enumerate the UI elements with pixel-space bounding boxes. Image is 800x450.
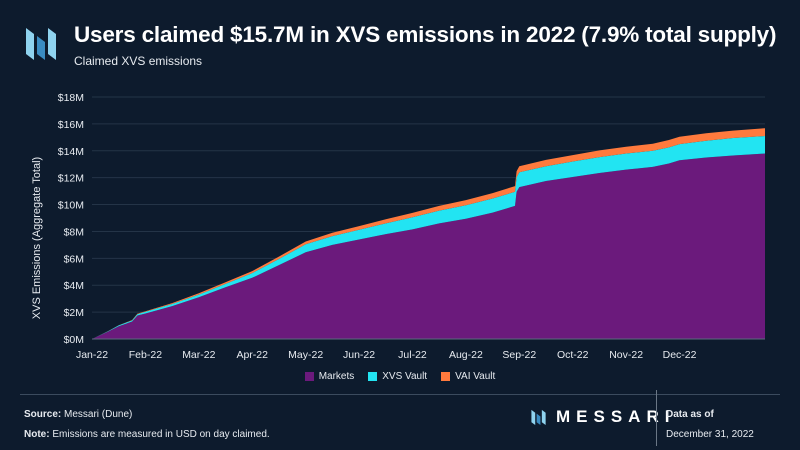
x-tick-label: Dec-22 — [663, 349, 697, 361]
logo-bar-middle — [37, 36, 45, 60]
legend-item-markets: Markets — [304, 371, 355, 382]
y-tick-label: $0M — [64, 334, 84, 346]
area-xvs-vault — [92, 136, 765, 339]
y-tick-label: $14M — [58, 146, 84, 158]
legend-label-markets: Markets — [318, 371, 355, 382]
x-tick-label: Nov-22 — [609, 349, 643, 361]
asof-label: Data as of — [666, 409, 714, 420]
brand-wordmark: MESSARI — [530, 407, 675, 427]
x-tick-label: Mar-22 — [182, 349, 215, 361]
y-tick-label: $18M — [58, 92, 84, 104]
legend-swatch-xvs-vault — [368, 372, 378, 381]
y-tick-label: $6M — [64, 253, 84, 265]
legend-item-vai-vault: VAI Vault — [441, 371, 495, 382]
axes: $0M $2M $4M $6M $8M $10M $12M $14M $16M $18M Jan-2… — [58, 92, 765, 361]
legend-label-xvs-vault: XVS Vault — [382, 371, 428, 382]
note-text: Emissions are measured in USD on day cla… — [52, 429, 270, 440]
logo-bar-right — [48, 28, 56, 60]
chart-legend: Markets XVS Vault VAI Vault — [0, 371, 800, 382]
footer-notes: Source: Messari (Dune) Note: Emissions a… — [24, 405, 270, 445]
x-tick-label: Oct-22 — [557, 349, 589, 361]
asof-date: December 31, 2022 — [666, 429, 754, 440]
source-label: Source: — [24, 409, 62, 420]
y-tick-label: $10M — [58, 200, 84, 212]
y-tick-label: $8M — [64, 226, 84, 238]
brand-text: MESSARI — [556, 407, 676, 426]
x-tick-label: May-22 — [288, 349, 323, 361]
x-tick-label: Feb-22 — [129, 349, 162, 361]
chart-area: $0M $2M $4M $6M $8M $10M $12M $14M $16M $18M Jan-2… — [31, 92, 765, 361]
x-tick-label: Jun-22 — [343, 349, 375, 361]
messari-logo-icon — [26, 28, 56, 60]
area-markets — [92, 153, 765, 339]
source-line: Source: Messari (Dune) — [24, 405, 270, 425]
x-tick-label: Aug-22 — [449, 349, 483, 361]
y-tick-label: $16M — [58, 119, 84, 131]
y-tick-label: $2M — [64, 307, 84, 319]
x-tick-label: Sep-22 — [502, 349, 536, 361]
chart-subtitle: Claimed XVS emissions — [74, 54, 203, 68]
x-tick-label: Jan-22 — [76, 349, 108, 361]
legend-label-vai-vault: VAI Vault — [455, 371, 496, 382]
stacked-areas — [92, 128, 765, 339]
chart-title: Users claimed $15.7M in XVS emissions in… — [74, 22, 777, 47]
note-line: Note: Emissions are measured in USD on d… — [24, 425, 270, 445]
legend-swatch-markets — [304, 372, 314, 381]
y-tick-label: $12M — [58, 173, 84, 185]
source-text: Messari (Dune) — [64, 409, 133, 420]
data-as-of: Data as of December 31, 2022 — [666, 405, 754, 445]
legend-swatch-vai-vault — [441, 372, 451, 381]
footer-vertical-divider — [656, 390, 657, 446]
y-tick-label: $4M — [64, 280, 84, 292]
legend-item-xvs-vault: XVS Vault — [368, 371, 427, 382]
messari-brand-icon — [531, 409, 546, 426]
x-tick-label: Jul-22 — [398, 349, 427, 361]
x-tick-label: Apr-22 — [236, 349, 268, 361]
footer-divider — [20, 394, 780, 395]
logo-bar-left — [26, 28, 34, 60]
note-label: Note: — [24, 429, 50, 440]
y-axis-label: XVS Emissions (Aggregate Total) — [31, 157, 43, 319]
